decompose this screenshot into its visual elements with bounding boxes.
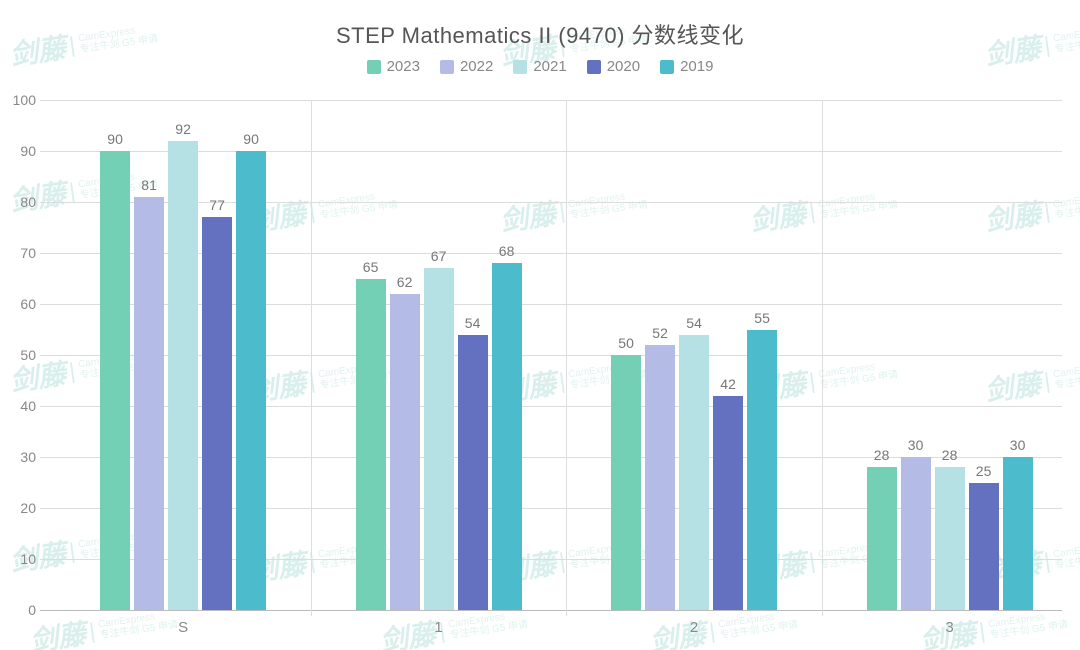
bar-value-label: 68 [492,243,522,259]
bar-value-label: 77 [202,197,232,213]
watermark-divider: | [88,618,97,644]
y-tick-label: 30 [6,449,36,465]
bar-value-label: 90 [100,131,130,147]
bar[interactable]: 81 [134,197,164,610]
group-separator [311,100,312,616]
bar[interactable]: 90 [236,151,266,610]
y-tick-label: 50 [6,347,36,363]
bar[interactable]: 50 [611,355,641,610]
x-tick-label: 1 [409,619,469,636]
group-separator [822,100,823,616]
bar[interactable]: 67 [424,268,454,610]
legend-item[interactable]: 2022 [440,58,493,75]
legend-swatch [587,60,601,74]
bar[interactable]: 54 [679,335,709,610]
bar[interactable]: 28 [935,467,965,610]
chart-legend: 2023 2022 2021 2020 2019 [0,58,1080,78]
bar-group: 2830282530 [867,457,1033,610]
legend-item[interactable]: 2023 [367,58,420,75]
watermark-sub: CamExpress专注牛剑 G5 申请 [988,608,1069,641]
bar[interactable]: 25 [969,483,999,611]
legend-label: 2020 [607,58,640,75]
watermark-sub: CamExpress专注牛剑 G5 申请 [718,608,799,641]
bar-value-label: 90 [236,131,266,147]
bar-value-label: 50 [611,335,641,351]
bar-value-label: 62 [390,274,420,290]
bar[interactable]: 65 [356,279,386,611]
legend-swatch [513,60,527,74]
bar-group: 6562675468 [356,263,522,610]
y-tick-label: 0 [6,602,36,618]
bar[interactable]: 30 [1003,457,1033,610]
legend-label: 2021 [533,58,566,75]
y-tick-label: 20 [6,500,36,516]
legend-label: 2022 [460,58,493,75]
bar-value-label: 28 [935,447,965,463]
legend-swatch [660,60,674,74]
bar[interactable]: 68 [492,263,522,610]
chart-root: { "chart": { "type": "bar", "title": "ST… [0,0,1080,650]
grid-line [40,100,1062,101]
y-tick-label: 90 [6,143,36,159]
x-tick-label: 3 [920,619,980,636]
y-tick-label: 70 [6,245,36,261]
bar[interactable]: 30 [901,457,931,610]
watermark-brand-cn: 剑藤 [28,618,88,650]
bar-value-label: 28 [867,447,897,463]
legend-swatch [367,60,381,74]
bar[interactable]: 92 [168,141,198,610]
bar-value-label: 54 [679,315,709,331]
bar-value-label: 55 [747,310,777,326]
watermark-brand-en: CamExpress [718,611,776,630]
bar-value-label: 30 [901,437,931,453]
legend-label: 2019 [680,58,713,75]
watermark-brand-en: CamExpress [988,611,1046,630]
bar-value-label: 65 [356,259,386,275]
bar[interactable]: 54 [458,335,488,610]
bar-value-label: 52 [645,325,675,341]
bar[interactable]: 55 [747,330,777,611]
x-tick-label: S [153,619,213,636]
bar-value-label: 67 [424,248,454,264]
y-tick-label: 60 [6,296,36,312]
bar[interactable]: 52 [645,345,675,610]
bar-value-label: 92 [168,121,198,137]
watermark-tagline: 专注牛剑 G5 申请 [719,619,799,641]
x-tick-label: 2 [664,619,724,636]
legend-swatch [440,60,454,74]
chart-title: STEP Mathematics II (9470) 分数线变化 [0,18,1080,50]
watermark-brand-en: CamExpress [98,611,156,630]
bar-group: 5052544255 [611,330,777,611]
bar[interactable]: 90 [100,151,130,610]
group-separator [566,100,567,616]
y-tick-label: 10 [6,551,36,567]
legend-item[interactable]: 2020 [587,58,640,75]
bar-value-label: 42 [713,376,743,392]
y-tick-label: 80 [6,194,36,210]
bar-value-label: 30 [1003,437,1033,453]
legend-item[interactable]: 2019 [660,58,713,75]
bar-group: 9081927790 [100,141,266,610]
y-tick-label: 100 [6,92,36,108]
y-tick-label: 40 [6,398,36,414]
legend-item[interactable]: 2021 [513,58,566,75]
bar-value-label: 54 [458,315,488,331]
bar[interactable]: 77 [202,217,232,610]
bar-value-label: 25 [969,463,999,479]
legend-label: 2023 [387,58,420,75]
bar[interactable]: 62 [390,294,420,610]
bar[interactable]: 42 [713,396,743,610]
bar[interactable]: 28 [867,467,897,610]
bar-value-label: 81 [134,177,164,193]
plot-area: 01020304050607080901009081927790S6562675… [40,100,1062,611]
watermark-tagline: 专注牛剑 G5 申请 [989,619,1069,641]
